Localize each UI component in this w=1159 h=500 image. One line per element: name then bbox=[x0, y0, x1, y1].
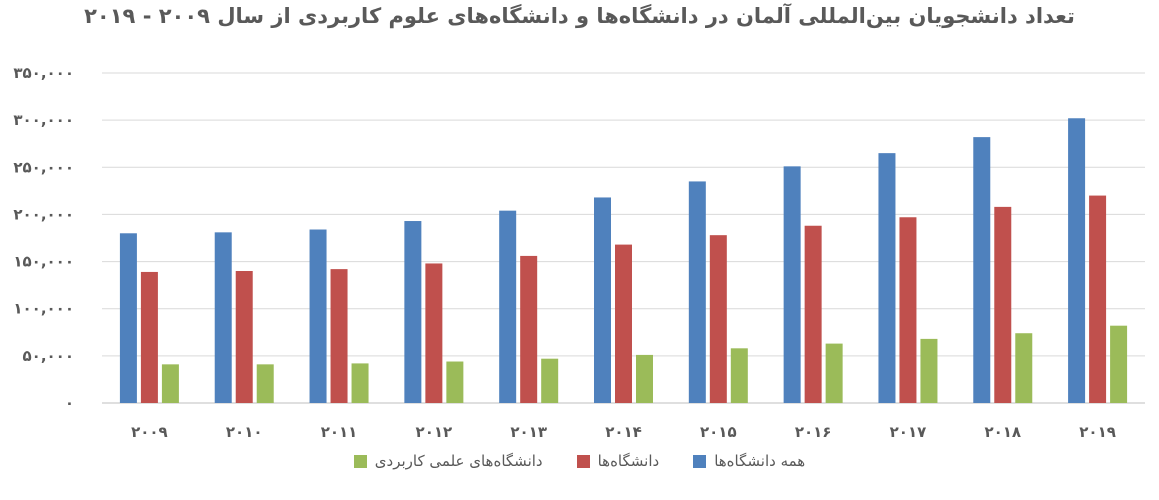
x-tick-label: ۲۰۰۹ bbox=[131, 423, 168, 441]
x-tick-label: ۲۰۱۱ bbox=[321, 423, 358, 441]
bar bbox=[878, 153, 896, 403]
bar bbox=[404, 221, 422, 403]
bar bbox=[161, 364, 179, 403]
bar bbox=[214, 232, 232, 403]
bar bbox=[899, 217, 917, 403]
x-tick-label: ۲۰۱۹ bbox=[1079, 423, 1116, 441]
bar bbox=[730, 348, 748, 403]
bar bbox=[499, 210, 517, 403]
x-tick-label: ۲۰۱۲ bbox=[416, 423, 453, 441]
bar bbox=[994, 206, 1012, 403]
y-tick-label: ۳۰۰,۰۰۰ bbox=[13, 111, 74, 129]
bar bbox=[973, 137, 991, 403]
bar bbox=[615, 244, 632, 403]
y-tick-label: ۱۵۰,۰۰۰ bbox=[13, 253, 74, 271]
chart-title: تعداد دانشجویان بین‌المللی آلمان در دانش… bbox=[84, 4, 1075, 28]
bar bbox=[1015, 333, 1033, 403]
legend: همه دانشگاه‌ها دانشگاه‌ها دانشگاه‌های عل… bbox=[0, 452, 1159, 470]
bar bbox=[446, 361, 464, 403]
legend-label: دانشگاه‌ها bbox=[597, 452, 660, 470]
legend-swatch bbox=[576, 454, 590, 468]
legend-label: همه دانشگاه‌ها bbox=[714, 452, 806, 470]
x-tick-label: ۲۰۱۴ bbox=[605, 423, 642, 441]
bar bbox=[140, 271, 158, 403]
bar bbox=[709, 235, 727, 403]
bar bbox=[1110, 325, 1128, 403]
x-tick-label: ۲۰۱۰ bbox=[226, 423, 263, 441]
x-tick-label: ۲۰۱۸ bbox=[984, 423, 1021, 441]
bar bbox=[825, 343, 843, 403]
y-tick-label: ۰ bbox=[65, 394, 74, 412]
x-tick-label: ۲۰۱۶ bbox=[795, 423, 832, 441]
bar bbox=[1068, 118, 1086, 403]
bar bbox=[636, 354, 653, 403]
legend-label: دانشگاه‌های علمی کاربردی bbox=[374, 452, 543, 470]
bar bbox=[804, 225, 822, 403]
bar bbox=[520, 255, 538, 403]
x-tick-label: ۲۰۱۳ bbox=[510, 423, 547, 441]
y-tick-label: ۱۰۰,۰۰۰ bbox=[13, 300, 74, 318]
bar bbox=[688, 181, 706, 403]
legend-swatch bbox=[693, 454, 707, 468]
y-tick-label: ۲۵۰,۰۰۰ bbox=[13, 158, 74, 176]
bar bbox=[1089, 195, 1107, 403]
y-tick-label: ۵۰,۰۰۰ bbox=[23, 347, 74, 365]
bar bbox=[235, 271, 253, 403]
y-tick-label: ۳۵۰,۰۰۰ bbox=[13, 64, 74, 82]
bar bbox=[309, 229, 327, 403]
legend-swatch bbox=[353, 454, 367, 468]
legend-item-all-universities: همه دانشگاه‌ها bbox=[693, 452, 805, 470]
x-tick-label: ۲۰۱۵ bbox=[700, 423, 737, 441]
bar bbox=[920, 338, 938, 403]
bar bbox=[330, 269, 348, 403]
x-tick-label: ۲۰۱۷ bbox=[890, 423, 927, 441]
legend-item-applied-sciences: دانشگاه‌های علمی کاربردی bbox=[353, 452, 543, 470]
bar bbox=[594, 197, 611, 403]
bar bbox=[541, 358, 559, 403]
bar bbox=[425, 263, 443, 403]
bar bbox=[351, 363, 369, 403]
bar bbox=[783, 166, 801, 403]
legend-item-universities: دانشگاه‌ها bbox=[576, 452, 660, 470]
bar bbox=[256, 364, 274, 403]
y-tick-label: ۲۰۰,۰۰۰ bbox=[13, 205, 74, 223]
bar bbox=[119, 233, 137, 403]
